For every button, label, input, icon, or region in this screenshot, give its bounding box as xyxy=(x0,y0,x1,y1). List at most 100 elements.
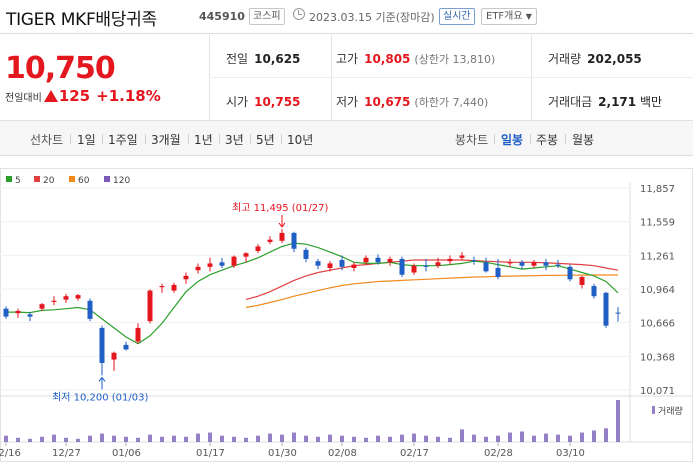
candle-body xyxy=(339,260,345,267)
volume-legend-swatch xyxy=(652,406,655,414)
volume-bar xyxy=(232,436,236,442)
x-tick-label: 01/17 xyxy=(196,448,225,459)
volume-bar xyxy=(604,428,608,442)
candle-body xyxy=(147,290,153,322)
candle-body xyxy=(615,312,621,314)
chevron-down-icon: ▼ xyxy=(525,12,532,21)
period-1w[interactable]: 1주일 xyxy=(108,133,138,147)
candle-body xyxy=(243,253,249,257)
y-tick-label: 10,964 xyxy=(640,285,675,296)
x-tick-label: 03/10 xyxy=(556,448,585,459)
candle-body xyxy=(411,265,417,273)
candle-daily[interactable]: 일봉 xyxy=(501,133,524,147)
volume-bar xyxy=(508,432,512,442)
period-3y[interactable]: 3년 xyxy=(225,133,244,147)
volume-bar xyxy=(460,429,464,442)
volume-bar xyxy=(28,438,32,442)
ma60-line xyxy=(245,274,618,309)
candle-body xyxy=(447,258,453,262)
legend-label-60: 60 xyxy=(78,176,90,186)
volume-stat: 거래량 202,055 xyxy=(548,50,642,67)
volume-bar xyxy=(136,437,140,442)
candle-body xyxy=(315,261,321,266)
candle-body xyxy=(183,275,189,280)
trade-value-stat: 거래대금 2,171 백만 xyxy=(548,93,662,110)
candle-body xyxy=(555,264,561,266)
etf-overview-label: ETF개요 xyxy=(486,11,523,22)
candle-body xyxy=(15,310,21,314)
period-5y[interactable]: 5년 xyxy=(256,133,275,147)
candle-body xyxy=(219,262,225,266)
basis-text: 기준(장마감) xyxy=(375,11,435,24)
period-bar: 선차트 1일 1주일 3개월 1년 3년 5년 10년 봉차트 일봉 주봉 월봉 xyxy=(0,120,693,156)
volume-bar xyxy=(496,435,500,442)
basis-date: 2023.03.15 기준(장마감) xyxy=(309,9,435,25)
candle-body xyxy=(279,232,285,241)
divider xyxy=(494,134,495,144)
volume-bar xyxy=(52,434,56,442)
candlestick-chart[interactable]: 5 20 60 120 11,857 11,559 11,261 10,964 10,666 10… xyxy=(0,168,693,462)
candle-body xyxy=(579,277,585,285)
divider xyxy=(188,134,189,144)
price-change: 전일대비 125 +1.18% xyxy=(5,87,161,105)
open-label: 시가 xyxy=(226,95,249,109)
candle-body xyxy=(87,300,93,319)
up-arrow-icon xyxy=(43,90,58,102)
prev-close-label: 전일 xyxy=(226,52,249,66)
candle-body xyxy=(351,264,357,268)
x-tick-label: 02/28 xyxy=(484,448,513,459)
volume-bar xyxy=(364,437,368,442)
candle-body xyxy=(303,249,309,259)
legend-label-120: 120 xyxy=(113,176,130,186)
chart-frame xyxy=(0,168,693,462)
volume-label: 거래량 xyxy=(548,52,582,66)
ma20-line xyxy=(245,259,619,301)
period-3m[interactable]: 3개월 xyxy=(151,133,181,147)
prev-close-value: 10,625 xyxy=(254,52,301,66)
candle-monthly[interactable]: 월봉 xyxy=(572,133,595,147)
volume-bar xyxy=(16,437,20,442)
candle-body xyxy=(495,267,501,278)
candle-body xyxy=(399,258,405,275)
candle-body xyxy=(75,295,81,299)
open-value: 10,755 xyxy=(254,95,301,109)
legend-swatch-120 xyxy=(104,176,110,182)
x-tick-label: 02/08 xyxy=(328,448,357,459)
candle-body xyxy=(531,262,537,266)
candle-body xyxy=(375,257,381,263)
period-1d[interactable]: 1일 xyxy=(77,133,96,147)
y-tick-label: 11,261 xyxy=(640,251,675,262)
low-label: 저가 xyxy=(336,95,359,109)
candle-body xyxy=(603,292,609,326)
candle-body xyxy=(171,284,177,291)
y-tick-label: 11,559 xyxy=(640,218,675,229)
period-1y[interactable]: 1년 xyxy=(194,133,213,147)
candle-weekly[interactable]: 주봉 xyxy=(536,133,559,147)
volume-bar xyxy=(472,434,476,442)
volume-bar xyxy=(448,437,452,442)
etf-overview-dropdown[interactable]: ETF개요 ▼ xyxy=(481,8,537,25)
candle-body xyxy=(327,263,333,268)
clock-icon xyxy=(293,8,305,20)
period-10y[interactable]: 10년 xyxy=(287,133,314,147)
candle-body xyxy=(387,258,393,263)
candle-body xyxy=(135,327,141,342)
volume-bar xyxy=(412,433,416,442)
volume-bar xyxy=(328,434,332,442)
price-block: 10,750 전일대비 125 +1.18% xyxy=(0,35,210,120)
candle-body xyxy=(543,262,549,266)
line-chart-label: 선차트 xyxy=(30,133,64,147)
volume-bar xyxy=(424,435,428,442)
trade-value-label: 거래대금 xyxy=(548,95,593,109)
volume-bar xyxy=(124,436,128,442)
volume-bar xyxy=(436,436,440,442)
divider xyxy=(102,134,103,144)
realtime-button[interactable]: 실시간 xyxy=(439,8,475,25)
low-annotation: 최저 10,200 (01/03) xyxy=(52,391,148,403)
divider xyxy=(70,134,71,144)
change-percent: +1.18% xyxy=(96,87,161,105)
candle-body xyxy=(3,308,9,317)
high-annotation: 최고 11,495 (01/27) xyxy=(232,202,328,214)
volume-bar xyxy=(196,433,200,442)
candle-body xyxy=(159,286,165,288)
